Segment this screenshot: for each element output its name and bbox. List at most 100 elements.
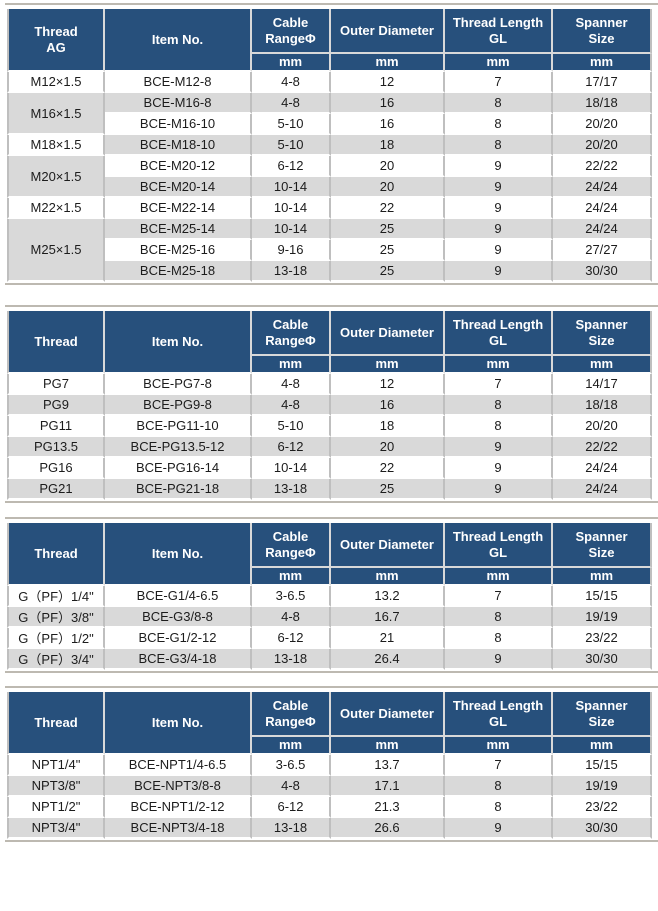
outer-diameter-cell: 22: [331, 198, 445, 219]
thread-cell: M12×1.5: [7, 72, 105, 93]
outer-diameter-header: Outer Diameter: [331, 692, 445, 737]
table-header: Thread Item No. Cable RangeΦ Outer Diame…: [7, 523, 652, 586]
spanner-size-cell: 30/30: [553, 818, 652, 839]
table-row: BCE-M25-18 13-18 25 9 30/30: [7, 261, 652, 282]
unit-header: mm: [331, 737, 445, 755]
table-row: BCE-M16-10 5-10 16 8 20/20: [7, 114, 652, 135]
spanner-size-header-line1: Spanner: [575, 316, 628, 332]
cable-range-cell: 4-8: [252, 395, 331, 416]
spanner-size-cell: 20/20: [553, 416, 652, 437]
spanner-size-cell: 24/24: [553, 219, 652, 240]
spanner-size-cell: 20/20: [553, 114, 652, 135]
cable-range-cell: 5-10: [252, 416, 331, 437]
outer-diameter-cell: 25: [331, 479, 445, 500]
table-row: M20×1.5 BCE-M20-12 6-12 20 9 22/22: [7, 156, 652, 198]
outer-diameter-cell: 21.3: [331, 797, 445, 818]
cable-range-cell: 10-14: [252, 198, 331, 219]
spanner-size-cell: 30/30: [553, 649, 652, 670]
item-no-cell: BCE-M25-18: [105, 261, 252, 282]
spanner-size-cell: 15/15: [553, 755, 652, 776]
thread-length-header-line1: Thread Length: [452, 528, 544, 544]
outer-diameter-cell: 26.4: [331, 649, 445, 670]
spanner-size-cell: 19/19: [553, 776, 652, 797]
table-row: G（PF）3/4" BCE-G3/4-18 13-18 26.4 9 30/30: [7, 649, 652, 670]
table-row: NPT3/4" BCE-NPT3/4-18 13-18 26.6 9 30/30: [7, 818, 652, 839]
thread-cell: PG13.5: [7, 437, 105, 458]
item-no-header: Item No.: [105, 692, 252, 755]
outer-diameter-cell: 20: [331, 437, 445, 458]
item-no-cell: BCE-M20-14: [105, 177, 252, 198]
thread-length-cell: 8: [445, 114, 553, 135]
outer-diameter-cell: 12: [331, 72, 445, 93]
spec-table-grid: Thread Item No. Cable RangeΦ Outer Diame…: [7, 692, 652, 839]
item-no-header: Item No.: [105, 523, 252, 586]
table-row: G（PF）3/8" BCE-G3/8-8 4-8 16.7 8 19/19: [7, 607, 652, 628]
spanner-size-cell: 18/18: [553, 93, 652, 114]
outer-diameter-cell: 18: [331, 135, 445, 156]
spec-table-3: Thread Item No. Cable RangeΦ Outer Diame…: [5, 517, 658, 673]
thread-length-cell: 8: [445, 628, 553, 649]
table-row: BCE-M20-14 10-14 20 9 24/24: [7, 177, 652, 198]
outer-diameter-header: Outer Diameter: [331, 9, 445, 54]
outer-diameter-cell: 25: [331, 240, 445, 261]
thread-length-header: Thread Length GL: [445, 9, 553, 54]
item-no-cell: BCE-NPT3/4-18: [105, 818, 252, 839]
thread-length-cell: 9: [445, 649, 553, 670]
outer-diameter-header: Outer Diameter: [331, 311, 445, 356]
thread-cell: G（PF）1/4": [7, 586, 105, 607]
table-row: M18×1.5 BCE-M18-10 5-10 18 8 20/20: [7, 135, 652, 156]
cable-range-header: Cable RangeΦ: [252, 311, 331, 356]
item-no-cell: BCE-M25-14: [105, 219, 252, 240]
thread-cell: NPT1/2": [7, 797, 105, 818]
spanner-size-cell: 19/19: [553, 607, 652, 628]
outer-diameter-cell: 21: [331, 628, 445, 649]
cable-range-cell: 4-8: [252, 776, 331, 797]
cable-range-cell: 3-6.5: [252, 755, 331, 776]
item-no-cell: BCE-M16-8: [105, 93, 252, 114]
spanner-size-header: Spanner Size: [553, 311, 652, 356]
unit-header: mm: [252, 568, 331, 586]
item-no-cell: BCE-M25-16: [105, 240, 252, 261]
thread-length-cell: 7: [445, 72, 553, 93]
spec-table-4: Thread Item No. Cable RangeΦ Outer Diame…: [5, 686, 658, 842]
thread-cell: PG9: [7, 395, 105, 416]
table-row: G（PF）1/2" BCE-G1/2-12 6-12 21 8 23/22: [7, 628, 652, 649]
cable-range-cell: 10-14: [252, 458, 331, 479]
cable-range-cell: 4-8: [252, 93, 331, 114]
thread-cell: G（PF）3/8": [7, 607, 105, 628]
cable-range-header-line1: Cable: [272, 528, 309, 544]
cable-range-header: Cable RangeΦ: [252, 692, 331, 737]
cable-range-header-line2: RangeΦ: [265, 544, 316, 560]
thread-length-cell: 8: [445, 395, 553, 416]
item-no-cell: BCE-M12-8: [105, 72, 252, 93]
spanner-size-header-line1: Spanner: [575, 528, 628, 544]
thread-length-header-line2: GL: [488, 713, 508, 729]
spanner-size-header: Spanner Size: [553, 523, 652, 568]
spanner-size-header-line1: Spanner: [575, 697, 628, 713]
thread-length-header-line1: Thread Length: [452, 14, 544, 30]
cable-range-header-line2: RangeΦ: [265, 30, 316, 46]
table-header: Thread Item No. Cable RangeΦ Outer Diame…: [7, 692, 652, 755]
cable-range-cell: 10-14: [252, 219, 331, 240]
thread-header-line: Thread: [34, 23, 78, 39]
item-no-cell: BCE-M20-12: [105, 156, 252, 177]
item-no-cell: BCE-G3/4-18: [105, 649, 252, 670]
spec-table-1: Thread AG Item No. Cable RangeΦ Outer Dia…: [5, 3, 658, 285]
thread-length-cell: 9: [445, 219, 553, 240]
cable-range-cell: 6-12: [252, 628, 331, 649]
spec-table-grid: Thread Item No. Cable RangeΦ Outer Diame…: [7, 311, 652, 500]
thread-header: Thread AG: [7, 9, 105, 72]
thread-length-cell: 7: [445, 586, 553, 607]
thread-length-cell: 9: [445, 261, 553, 282]
spanner-size-cell: 24/24: [553, 479, 652, 500]
cable-range-cell: 13-18: [252, 818, 331, 839]
item-no-cell: BCE-PG11-10: [105, 416, 252, 437]
unit-header: mm: [445, 54, 553, 72]
thread-length-header-line2: GL: [488, 544, 508, 560]
outer-diameter-cell: 22: [331, 458, 445, 479]
spanner-size-cell: 24/24: [553, 177, 652, 198]
thread-length-header-line2: GL: [488, 332, 508, 348]
spanner-size-cell: 24/24: [553, 198, 652, 219]
cable-range-header-line1: Cable: [272, 316, 309, 332]
thread-length-header-line1: Thread Length: [452, 316, 544, 332]
